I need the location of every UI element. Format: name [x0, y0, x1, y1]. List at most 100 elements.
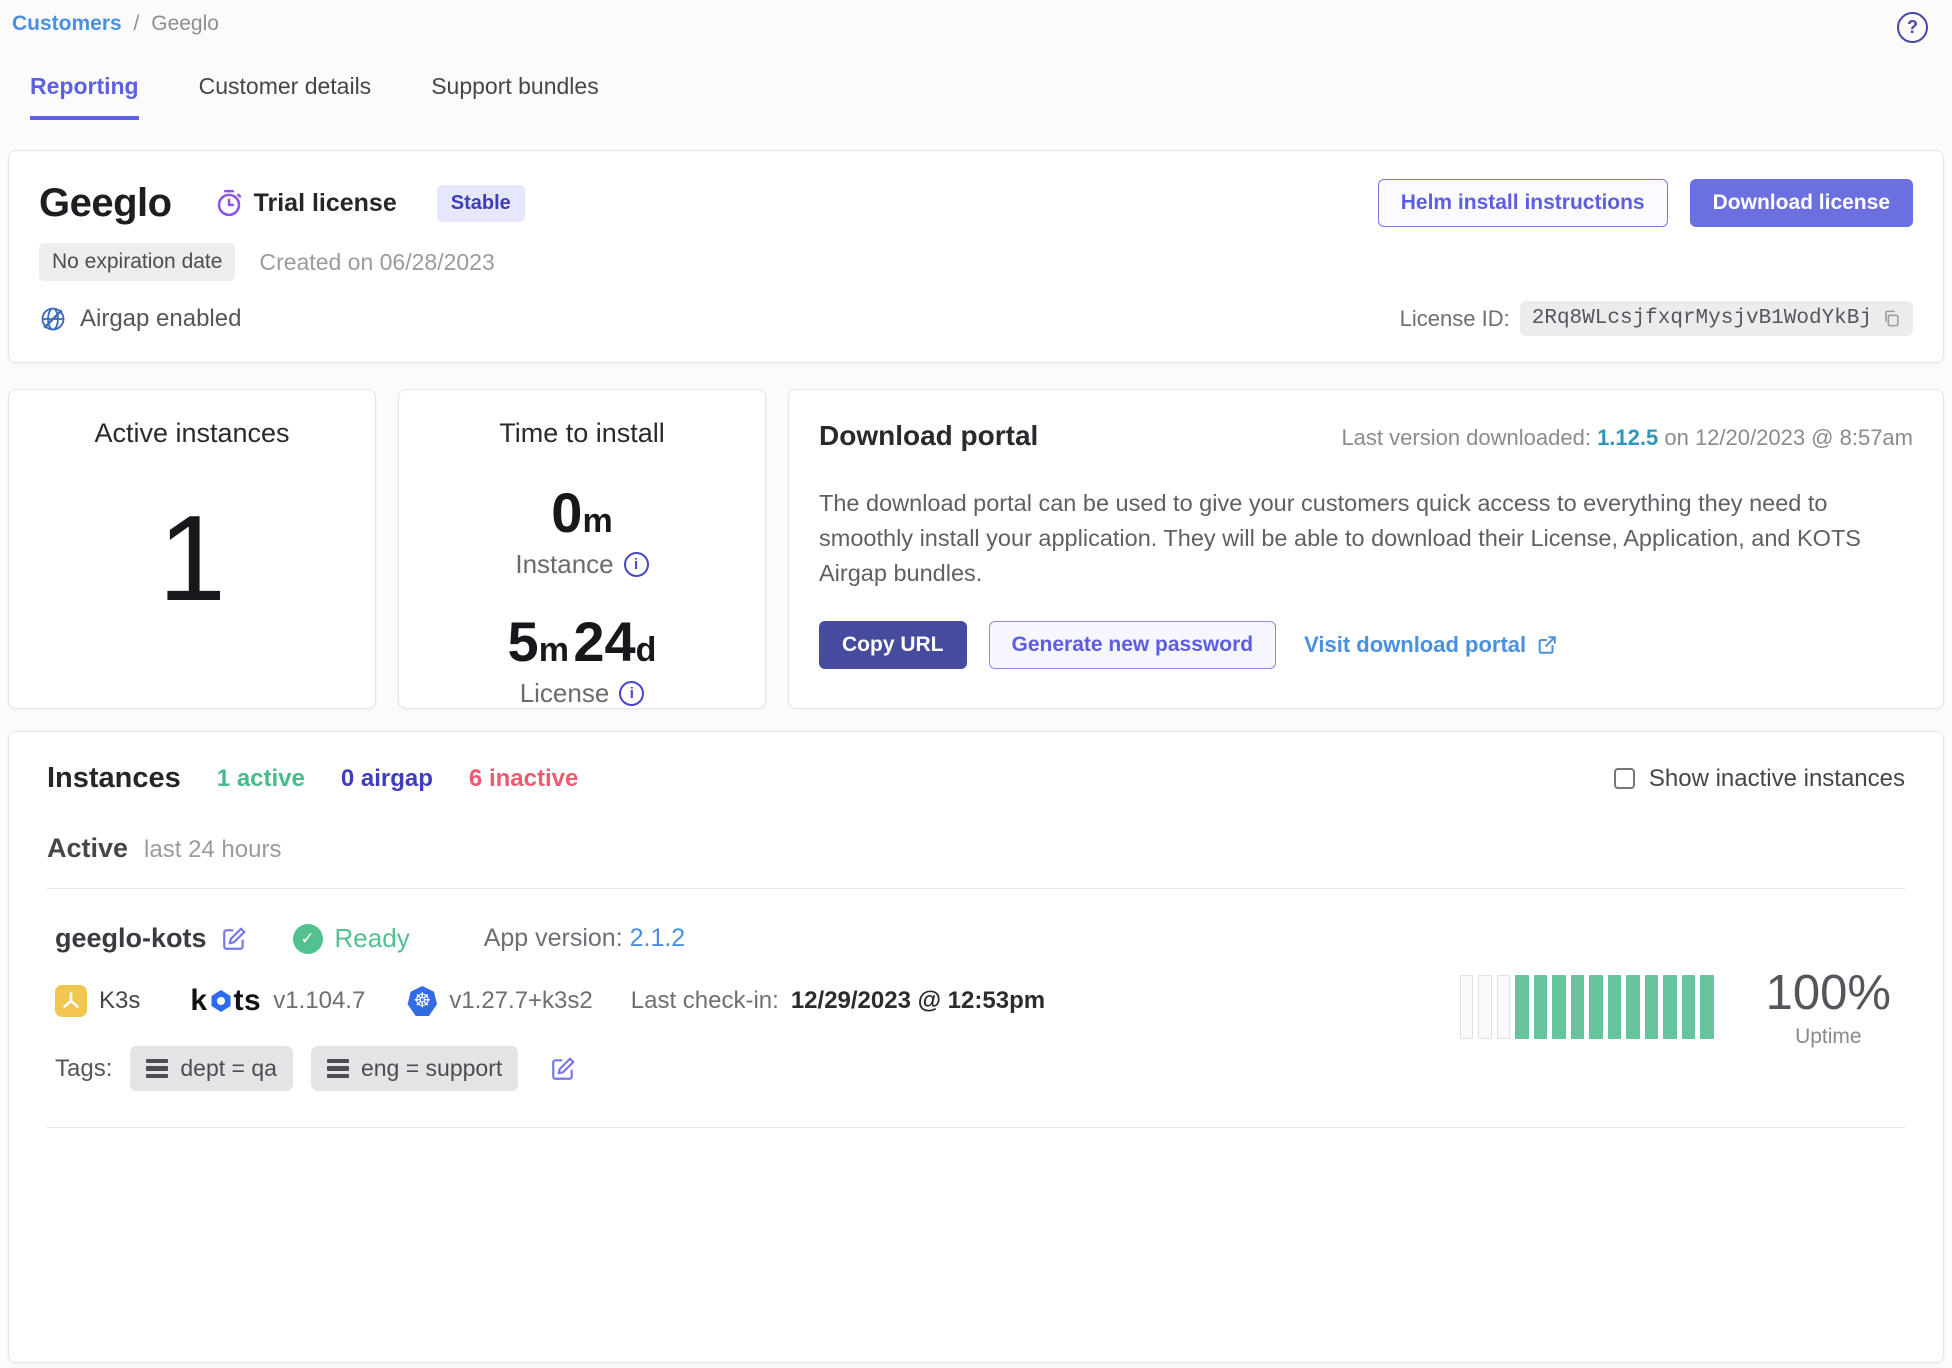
active-section-sublabel: last 24 hours	[144, 836, 282, 863]
license-type-label: Trial license	[253, 188, 397, 217]
created-date: Created on 06/28/2023	[259, 248, 495, 275]
uptime-bar-filled	[1570, 975, 1585, 1039]
tag-text: dept = qa	[180, 1055, 277, 1081]
channel-badge: Stable	[436, 184, 525, 222]
show-inactive-toggle[interactable]: Show inactive instances	[1613, 764, 1905, 793]
kots-logo-hexagon-icon	[209, 989, 233, 1013]
license-time-unit1: m	[538, 631, 569, 669]
kubernetes-version: v1.27.7+k3s2	[449, 987, 593, 1014]
license-install-time: 5m 24d	[419, 614, 745, 670]
tag-icon	[146, 1058, 169, 1079]
license-time-unit2: d	[635, 631, 657, 669]
ready-label: Ready	[334, 923, 410, 953]
last-checkin-value: 12/29/2023 @ 12:53pm	[790, 987, 1046, 1014]
kots-version-group: k ts v1.104.7	[190, 984, 365, 1018]
download-license-button[interactable]: Download license	[1689, 179, 1913, 227]
tag-icon	[326, 1058, 349, 1079]
uptime-bar-empty	[1478, 975, 1492, 1039]
kots-logo-ts: ts	[233, 984, 262, 1017]
download-portal-description: The download portal can be used to give …	[819, 490, 1861, 586]
license-type: Trial license	[214, 188, 397, 218]
uptime-bar-filled	[1681, 975, 1696, 1039]
license-id-pill: 2Rq8WLcsjfxqrMysjvB1WodYkBj	[1519, 301, 1913, 336]
uptime-bar-filled	[1515, 975, 1529, 1039]
tags-label: Tags:	[55, 1054, 113, 1082]
copy-url-button[interactable]: Copy URL	[819, 621, 967, 669]
instance-time-number: 0	[551, 481, 583, 544]
count-active[interactable]: 1 active	[216, 764, 305, 792]
last-version-label: Last version downloaded:	[1341, 425, 1591, 450]
uptime-bar-filled	[1607, 975, 1622, 1039]
helm-install-instructions-button[interactable]: Helm install instructions	[1377, 179, 1668, 227]
download-portal-card: Download portal Last version downloaded:…	[788, 389, 1944, 709]
distribution-label: K3s	[99, 987, 141, 1014]
kubernetes-version-group: ☸ v1.27.7+k3s2	[407, 986, 593, 1016]
count-inactive[interactable]: 6 inactive	[468, 764, 579, 792]
breadcrumb-customers-link[interactable]: Customers	[12, 12, 122, 35]
instance-counts: 1 active 0 airgap 6 inactive	[217, 765, 579, 793]
kots-logo-k: k	[190, 984, 208, 1017]
active-instances-value: 1	[158, 490, 226, 626]
license-time-label-row: License i	[419, 678, 745, 709]
tab-support-bundles[interactable]: Support bundles	[431, 73, 599, 99]
license-id-group: License ID: 2Rq8WLcsjfxqrMysjvB1WodYkBj	[1400, 301, 1913, 336]
count-airgap[interactable]: 0 airgap	[340, 764, 433, 792]
visit-download-portal-link[interactable]: Visit download portal	[1304, 632, 1558, 658]
kots-logo: k ts	[190, 984, 261, 1018]
download-portal-title: Download portal	[819, 420, 1039, 451]
last-version-downloaded: Last version downloaded: 1.12.5 on 12/20…	[1341, 425, 1913, 451]
edit-tags-icon[interactable]	[550, 1056, 576, 1082]
license-id-label: License ID:	[1399, 305, 1510, 331]
instance-time-label-row: Instance i	[419, 549, 745, 580]
instances-card: Instances 1 active 0 airgap 6 inactive S…	[8, 731, 1944, 1363]
time-to-install-title: Time to install	[499, 418, 665, 448]
external-link-icon	[1536, 634, 1558, 656]
license-info-icon[interactable]: i	[619, 681, 645, 706]
kots-version: v1.104.7	[273, 987, 366, 1014]
tab-customer-details[interactable]: Customer details	[198, 73, 372, 99]
uptime-block: 100% Uptime	[1459, 965, 1897, 1049]
divider	[47, 888, 1905, 889]
airgap-globe-icon	[39, 305, 67, 333]
show-inactive-label: Show inactive instances	[1648, 764, 1905, 792]
tag-text: eng = support	[360, 1055, 503, 1081]
last-version-suffix: on 12/20/2023 @ 8:57am	[1664, 425, 1913, 450]
last-version-link[interactable]: 1.12.5	[1597, 425, 1659, 450]
instance-time-unit: m	[582, 502, 613, 540]
license-time-label: License	[519, 678, 610, 708]
tab-reporting[interactable]: Reporting	[30, 73, 139, 120]
last-checkin-label: Last check-in:	[630, 987, 779, 1014]
uptime-bar-filled	[1700, 975, 1714, 1039]
active-instances-card: Active instances 1	[8, 389, 376, 709]
uptime-value: 100%	[1765, 966, 1891, 1020]
instance-info-icon[interactable]: i	[623, 552, 649, 577]
instance-status: ✓ Ready	[292, 923, 410, 954]
divider	[47, 1127, 1905, 1128]
breadcrumb-current: Geeglo	[151, 12, 219, 35]
app-version-link[interactable]: 2.1.2	[629, 924, 686, 952]
uptime-bar-filled	[1644, 975, 1659, 1039]
breadcrumb: Customers / Geeglo	[12, 12, 219, 36]
copy-license-id-icon[interactable]	[1882, 309, 1901, 328]
trial-timer-icon	[214, 188, 244, 218]
uptime-bar-filled	[1663, 975, 1677, 1039]
app-version: App version: 2.1.2	[484, 924, 686, 953]
breadcrumb-separator: /	[133, 12, 140, 35]
time-to-install-card: Time to install 0m Instance i 5m 24d Lic…	[398, 389, 766, 709]
uptime-bar-filled	[1552, 975, 1566, 1039]
tag-pill: dept = qa	[130, 1046, 293, 1091]
tags-list: dept = qa eng = support	[130, 1046, 519, 1091]
last-checkin: Last check-in: 12/29/2023 @ 12:53pm	[631, 987, 1045, 1015]
instance-row: geeglo-kots ✓ Ready App version: 2.1.2	[47, 889, 1905, 1091]
help-icon[interactable]: ?	[1897, 12, 1928, 43]
license-id-value: 2Rq8WLcsjfxqrMysjvB1WodYkBj	[1531, 307, 1872, 330]
show-inactive-checkbox[interactable]	[1613, 768, 1635, 789]
active-instances-title: Active instances	[94, 418, 290, 448]
uptime-bar-empty	[1459, 975, 1474, 1039]
edit-instance-name-icon[interactable]	[221, 926, 247, 952]
instance-install-time: 0m	[419, 485, 745, 541]
generate-new-password-button[interactable]: Generate new password	[988, 621, 1277, 669]
visit-download-portal-label: Visit download portal	[1304, 632, 1527, 657]
stats-row: Active instances 1 Time to install 0m In…	[8, 389, 1944, 709]
uptime-label: Uptime	[1795, 1025, 1862, 1048]
